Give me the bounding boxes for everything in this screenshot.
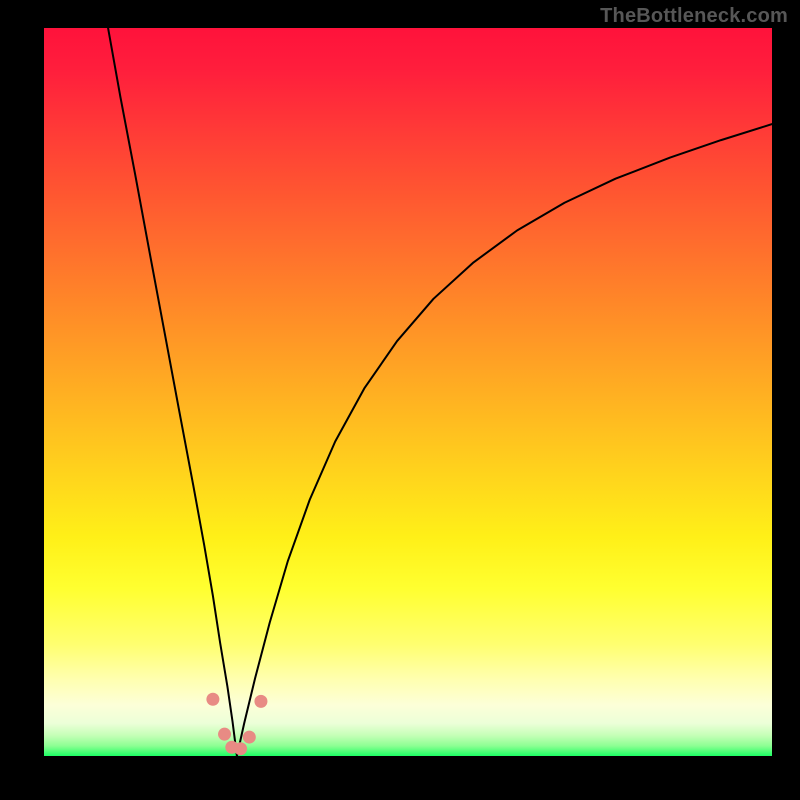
marker-point [243,731,256,744]
watermark-text: TheBottleneck.com [600,5,788,28]
marker-point [234,742,247,755]
gradient-background [44,28,772,756]
marker-point [206,693,219,706]
chart-svg [44,28,772,756]
marker-point [254,695,267,708]
chart-frame: TheBottleneck.com [0,0,800,800]
plot-area [44,28,772,756]
marker-point [218,728,231,741]
